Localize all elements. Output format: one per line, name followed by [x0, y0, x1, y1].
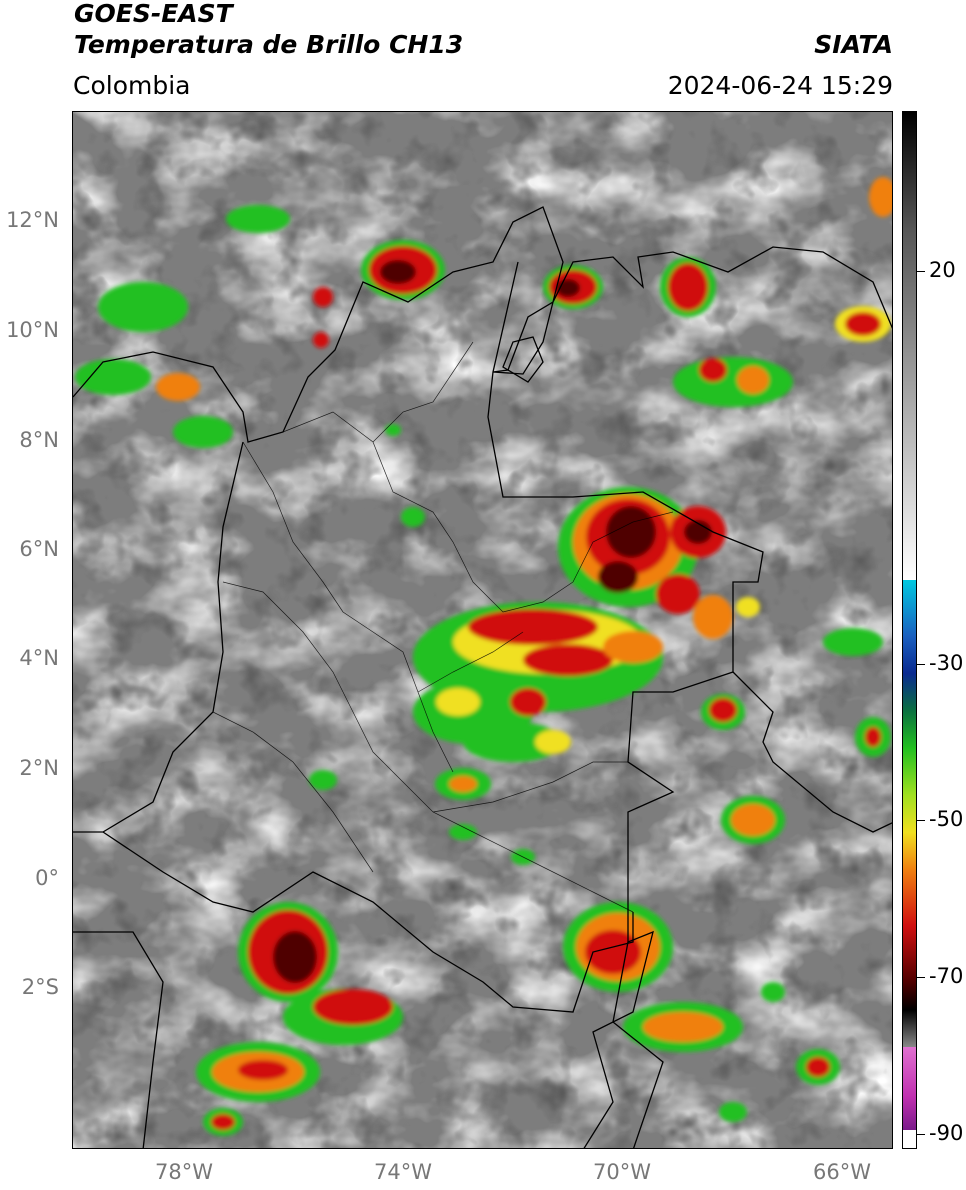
lat-label-2n: 2°N: [19, 756, 59, 780]
colorbar-tick-m70: [917, 977, 925, 978]
brazil-peru-border: [612, 941, 664, 1148]
colorbar-gray-band: [903, 112, 916, 580]
product-title: GOES-EAST: [74, 0, 233, 28]
department-lines: [212, 341, 674, 913]
lat-label-4n: 4°N: [19, 646, 59, 670]
lon-label-74w: 74°W: [374, 1160, 432, 1184]
lat-label-10n: 10°N: [6, 318, 59, 342]
lat-label-2s: 2°S: [21, 975, 59, 999]
colombia-venezuela-border: [487, 261, 764, 672]
lake-maracaibo: [502, 336, 544, 383]
colorbar-tick-m30: [917, 664, 925, 665]
colorbar-magenta-band: [903, 1047, 916, 1130]
lon-label-70w: 70°W: [593, 1160, 651, 1184]
colorbar-color-band: [903, 580, 916, 1047]
venezuela-brazil-border: [732, 671, 892, 833]
colorbar-label-m70: -70: [929, 964, 964, 988]
lat-label-6n: 6°N: [19, 537, 59, 561]
colorbar-label-m50: -50: [929, 807, 964, 831]
lat-label-12n: 12°N: [6, 208, 59, 232]
colorbar-label-m90: -90: [929, 1121, 964, 1145]
timestamp-label: 2024-06-24 15:29: [667, 71, 893, 100]
ecuador-peru-border: [73, 931, 164, 1148]
lon-label-78w: 78°W: [155, 1160, 213, 1184]
lat-label-8n: 8°N: [19, 428, 59, 452]
product-subtitle: Temperatura de Brillo CH13: [74, 30, 464, 59]
convective-cells: [75, 177, 892, 1136]
colorbar-label-m30: -30: [929, 651, 964, 675]
colombia-south-border: [102, 831, 634, 1013]
colorbar-tick-m50: [917, 820, 925, 821]
colombia-brazil-border: [583, 671, 734, 1148]
lat-label-0: 0°: [35, 866, 59, 890]
caribbean-coast: [73, 206, 892, 443]
colorbar-white-end: [903, 1130, 916, 1148]
colorbar-label-20: 20: [929, 258, 956, 282]
colorbar-tick-20: [917, 271, 925, 272]
organization-label: SIATA: [814, 30, 893, 59]
colorbar-tick-m90: [917, 1134, 925, 1135]
lon-label-66w: 66°W: [813, 1160, 871, 1184]
colorbar: [902, 111, 917, 1149]
satellite-map[interactable]: [72, 111, 893, 1149]
region-label: Colombia: [73, 71, 191, 100]
